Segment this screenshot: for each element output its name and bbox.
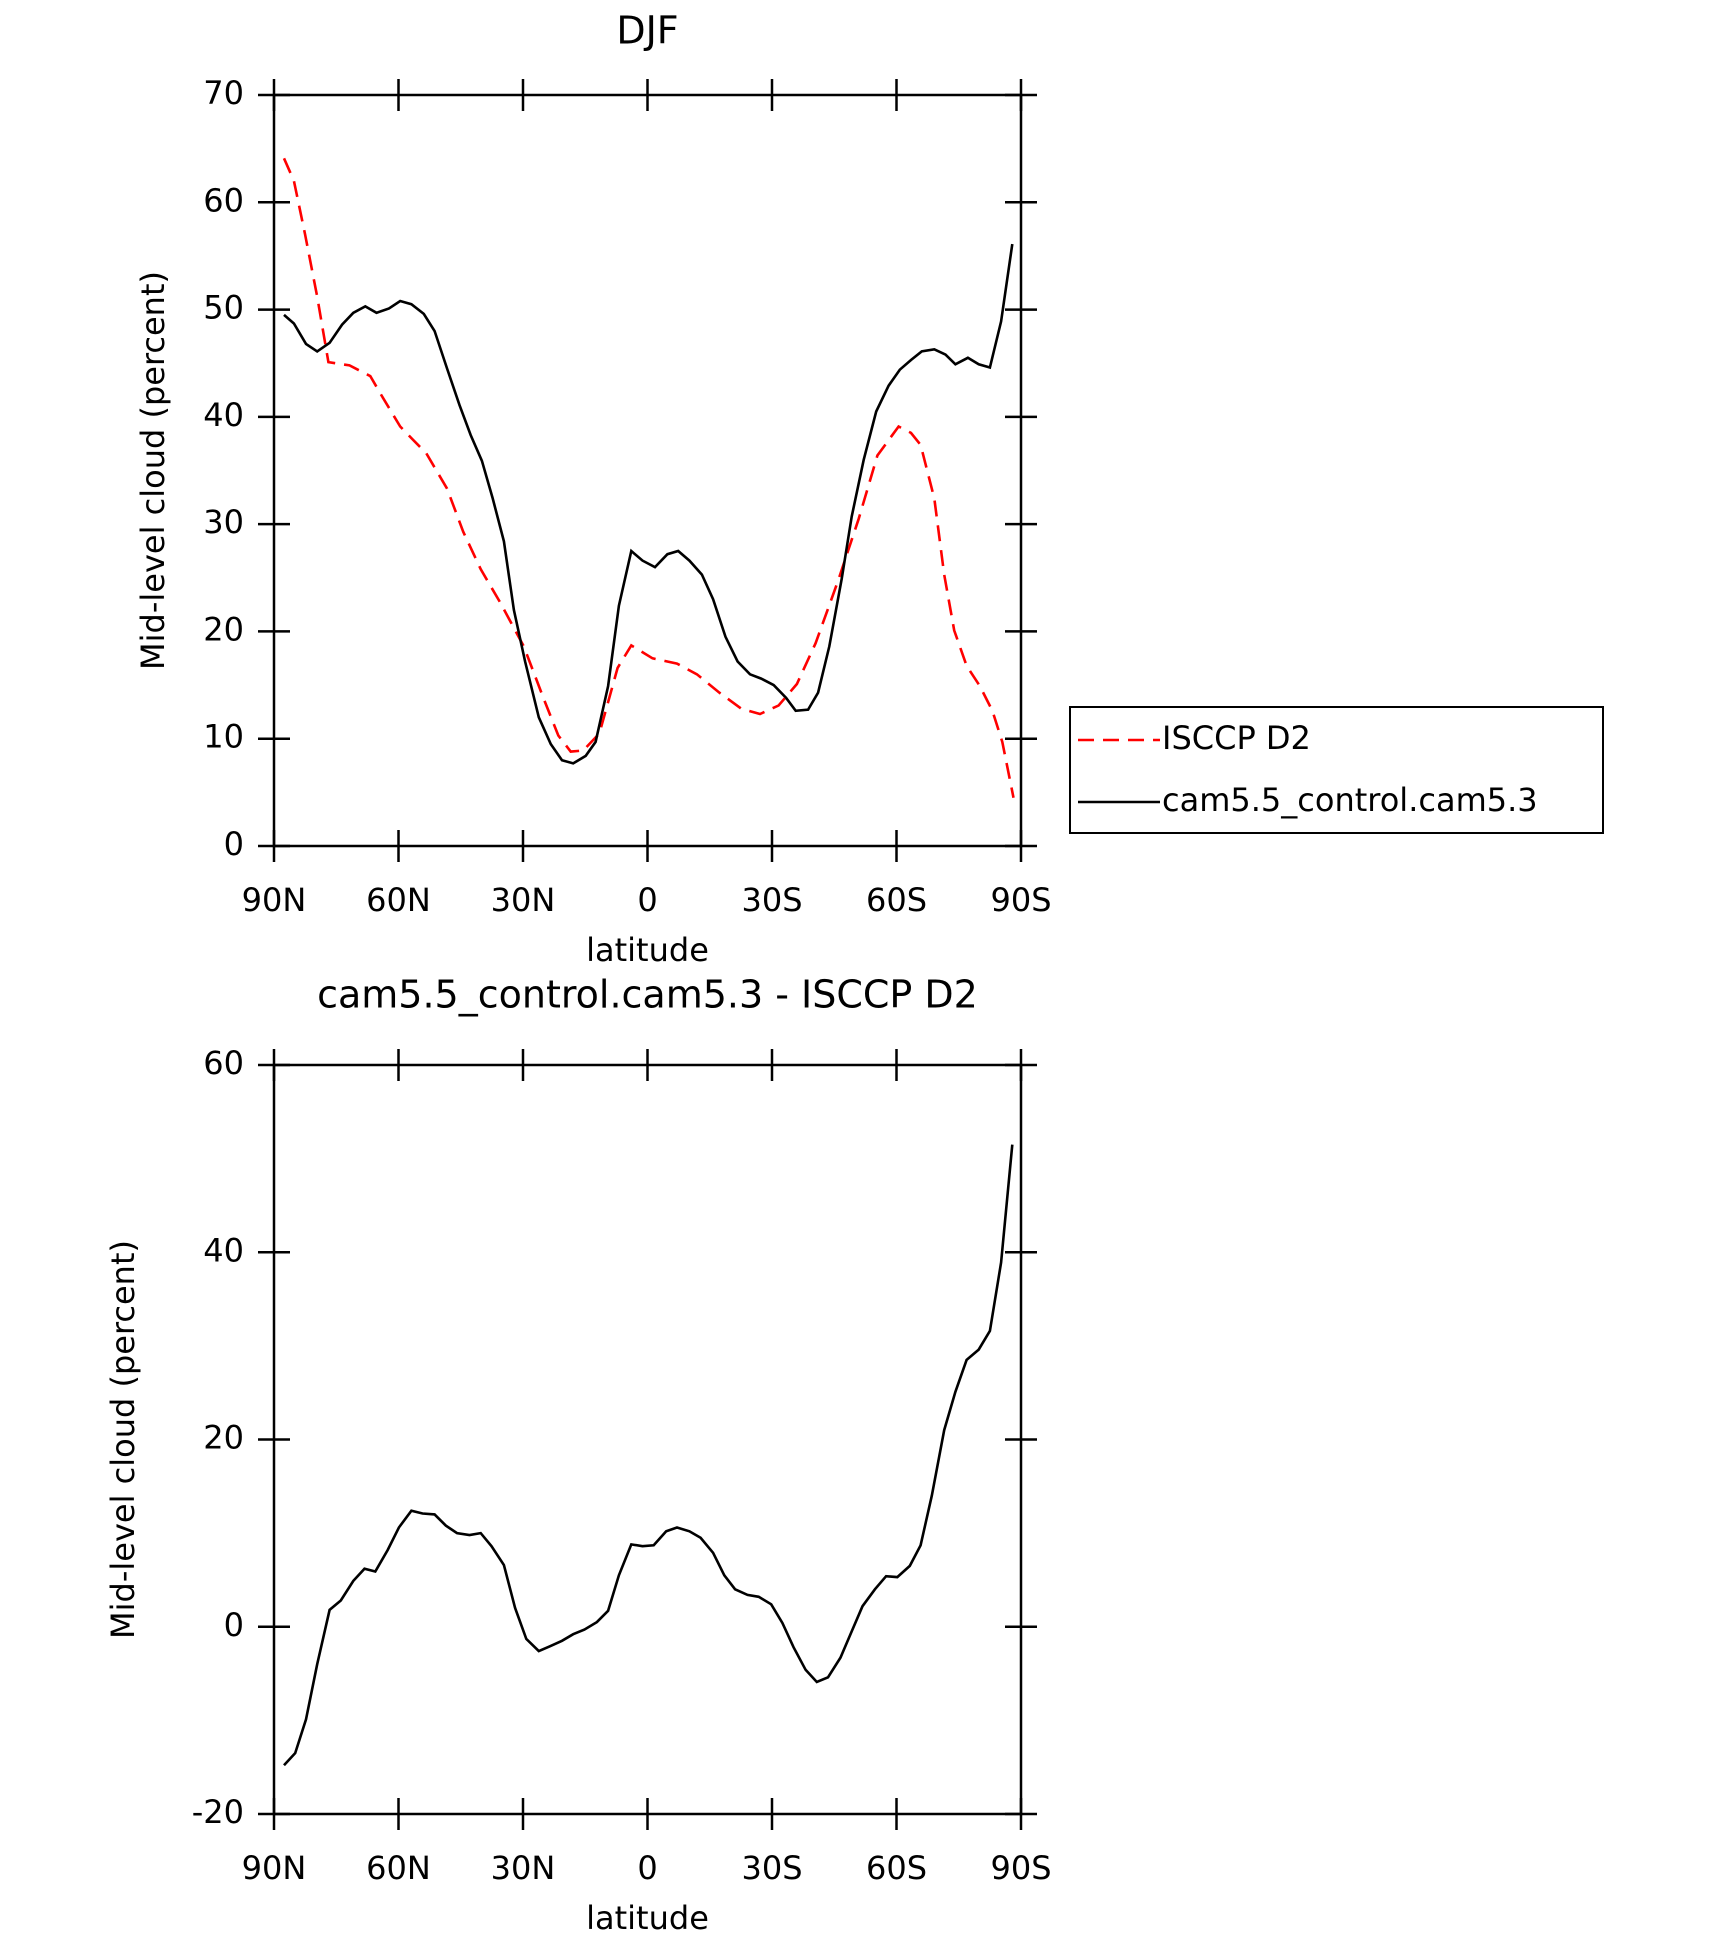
x-tick-label: 60N bbox=[366, 1849, 431, 1887]
y-tick-label: 40 bbox=[203, 1231, 244, 1269]
x-tick-label: 90S bbox=[990, 881, 1051, 919]
x-tick-label: 30S bbox=[741, 881, 802, 919]
x-tick-label: 30N bbox=[491, 881, 556, 919]
y-tick-label: 20 bbox=[203, 1419, 244, 1457]
y-axis-label: Mid-level cloud (percent) bbox=[104, 1240, 142, 1639]
chart-title: DJF bbox=[616, 9, 678, 53]
y-tick-label: 0 bbox=[224, 825, 244, 863]
y-tick-label: 50 bbox=[203, 289, 244, 327]
y-tick-label: 10 bbox=[203, 718, 244, 756]
x-tick-label: 60S bbox=[866, 881, 927, 919]
x-tick-label: 0 bbox=[637, 881, 657, 919]
y-tick-label: -20 bbox=[192, 1793, 244, 1831]
legend-label: ISCCP D2 bbox=[1162, 719, 1311, 757]
data-line bbox=[282, 157, 1015, 798]
legend-label: cam5.5_control.cam5.3 bbox=[1162, 781, 1538, 819]
x-tick-label: 60N bbox=[366, 881, 431, 919]
chart-title: cam5.5_control.cam5.3 - ISCCP D2 bbox=[317, 973, 978, 1017]
data-line bbox=[283, 1144, 1014, 1767]
x-tick-label: 0 bbox=[637, 1849, 657, 1887]
x-axis-label: latitude bbox=[586, 1899, 709, 1937]
y-tick-label: 30 bbox=[203, 503, 244, 541]
y-tick-label: 0 bbox=[224, 1606, 244, 1644]
x-tick-label: 30N bbox=[491, 1849, 556, 1887]
y-axis-label: Mid-level cloud (percent) bbox=[134, 271, 172, 670]
x-tick-label: 60S bbox=[866, 1849, 927, 1887]
x-tick-label: 90N bbox=[242, 881, 307, 919]
y-tick-label: 60 bbox=[203, 181, 244, 219]
y-tick-label: 60 bbox=[203, 1044, 244, 1082]
x-tick-label: 30S bbox=[741, 1849, 802, 1887]
data-line bbox=[283, 243, 1014, 765]
y-tick-label: 40 bbox=[203, 396, 244, 434]
x-axis-label: latitude bbox=[586, 931, 709, 969]
plot-frame bbox=[272, 1063, 1023, 1816]
y-tick-label: 70 bbox=[203, 74, 244, 112]
x-tick-label: 90S bbox=[990, 1849, 1051, 1887]
plot-frame bbox=[272, 93, 1023, 848]
legend-box bbox=[1069, 706, 1604, 834]
y-tick-label: 20 bbox=[203, 610, 244, 648]
x-tick-label: 90N bbox=[242, 1849, 307, 1887]
